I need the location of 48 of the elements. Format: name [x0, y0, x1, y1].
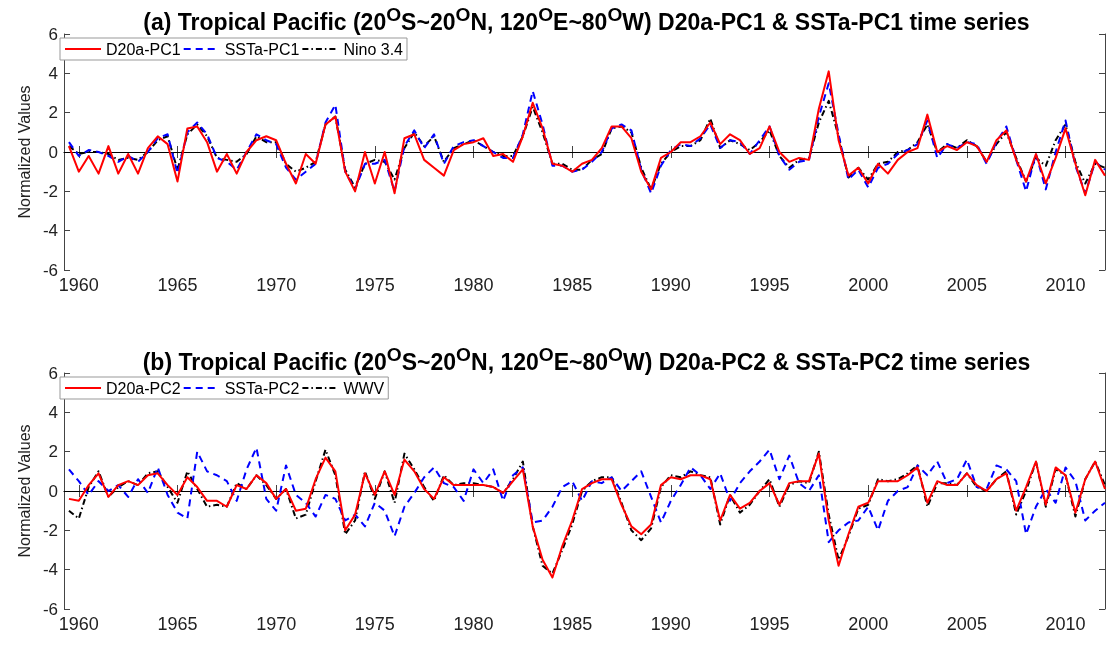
- y-tick-label: 4: [48, 402, 59, 422]
- x-tick-label: 1965: [157, 614, 198, 634]
- y-tick-label: 0: [48, 142, 59, 162]
- y-tick-label: 6: [48, 363, 59, 383]
- x-tick-label: 1970: [256, 614, 297, 634]
- y-tick-label: -4: [42, 221, 59, 241]
- x-tick-label: 2000: [848, 275, 889, 295]
- x-tick-label: 1975: [354, 614, 395, 634]
- legend-label: D20a-PC1: [106, 40, 181, 58]
- x-tick-label: 1995: [749, 614, 790, 634]
- x-tick-label: 2005: [946, 614, 987, 634]
- y-axis-title: Normalized Values: [15, 85, 33, 219]
- x-tick-label: 1990: [650, 275, 691, 295]
- x-tick-label: 1965: [157, 275, 198, 295]
- x-tick-label: 2000: [848, 614, 889, 634]
- legend-label: D20a-PC2: [106, 379, 181, 397]
- x-tick-label: 2005: [946, 275, 987, 295]
- x-tick-label: 1960: [58, 275, 99, 295]
- x-tick-label: 2010: [1045, 275, 1086, 295]
- y-tick-label: -6: [42, 260, 59, 280]
- x-tick-label: 1960: [58, 614, 99, 634]
- x-tick-label: 1995: [749, 275, 790, 295]
- x-tick-label: 1980: [453, 275, 494, 295]
- chart-title: (a) Tropical Pacific (20$^{O}$S~20$^{O}$N, 120$^{O}$E~80$^{O}$W) D20a-PC1 & SSTa-PC1 time series: [143, 4, 1030, 35]
- y-tick-label: 6: [48, 24, 59, 44]
- legend-label: SSTa-PC1: [224, 40, 300, 58]
- x-tick-label: 1970: [256, 275, 297, 295]
- x-tick-label: 2010: [1045, 614, 1086, 634]
- y-tick-label: -6: [42, 599, 59, 619]
- y-tick-label: 4: [48, 63, 59, 83]
- legend-label: SSTa-PC2: [224, 379, 300, 397]
- chart-title: (b) Tropical Pacific (20$^{O}$S~20$^{O}$N, 120$^{O}$E~80$^{O}$W) D20a-PC2 & SSTa-PC2 time series: [142, 344, 1031, 375]
- y-tick-label: 2: [48, 442, 59, 462]
- y-tick-label: 0: [48, 481, 59, 501]
- y-tick-label: -4: [42, 560, 59, 580]
- x-tick-label: 1975: [354, 275, 395, 295]
- line-series: [67, 99, 1106, 191]
- x-tick-label: 1980: [453, 614, 494, 634]
- y-tick-label: 2: [48, 103, 59, 123]
- x-tick-label: 1990: [650, 614, 691, 634]
- legend-label: Nino 3.4: [343, 40, 404, 58]
- x-tick-label: 1985: [552, 614, 593, 634]
- y-tick-label: -2: [42, 181, 59, 201]
- legend-label: WWV: [343, 379, 385, 397]
- y-axis-title: Normalized Values: [15, 424, 33, 558]
- line-series: [67, 446, 1106, 544]
- x-tick-label: 1985: [552, 275, 593, 295]
- y-tick-label: -2: [42, 520, 59, 540]
